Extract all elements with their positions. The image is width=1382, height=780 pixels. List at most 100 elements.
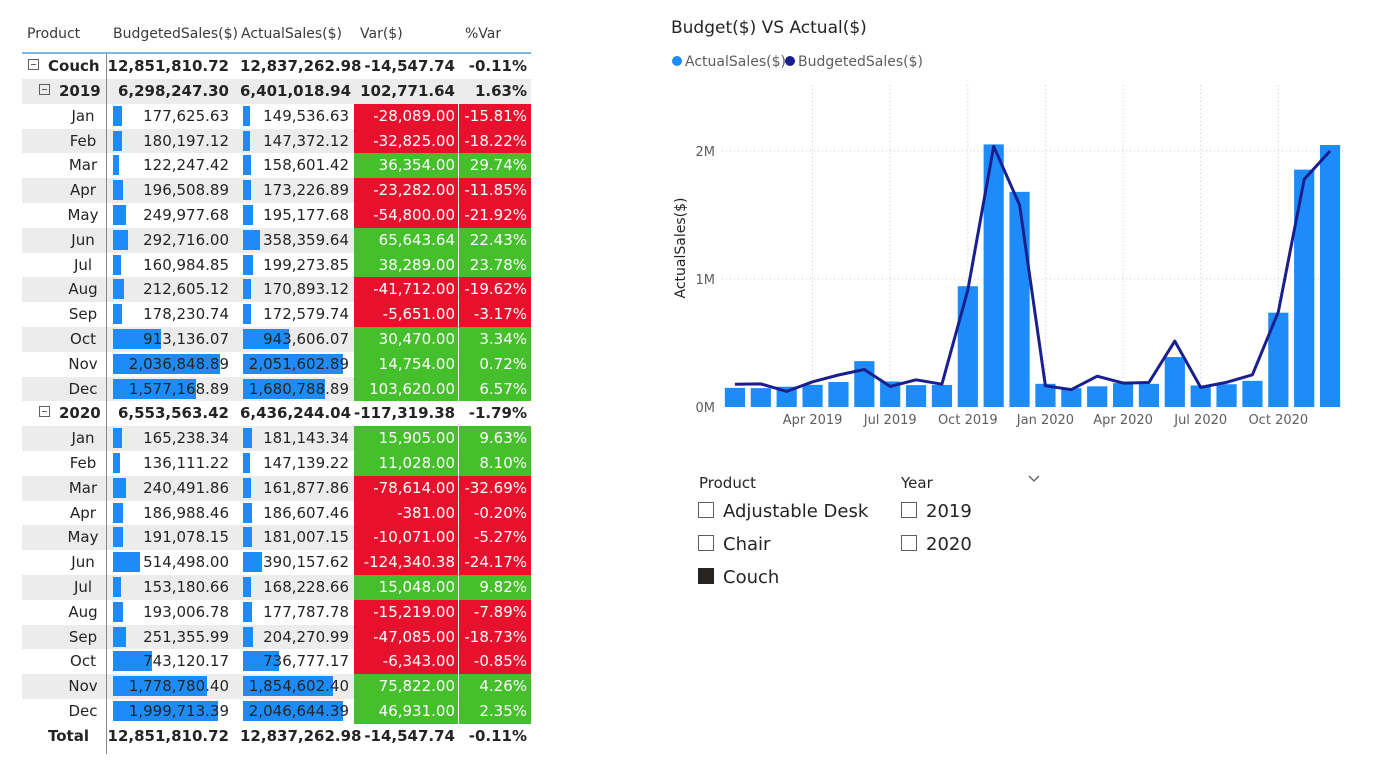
checkbox-2019[interactable] bbox=[901, 502, 917, 518]
actual-sales-bar[interactable] bbox=[1138, 383, 1160, 407]
actual-sales-bar[interactable] bbox=[776, 386, 797, 407]
actual-sales-bar[interactable] bbox=[1035, 383, 1056, 407]
budgeted-value: 743,120.17 bbox=[143, 652, 229, 671]
actual-sales-bar[interactable] bbox=[1268, 312, 1289, 407]
collapse-icon[interactable] bbox=[28, 59, 39, 70]
year-actual: 6,436,244.04 bbox=[240, 404, 352, 423]
var-cell: -54,800.00 bbox=[354, 203, 458, 228]
collapse-icon[interactable] bbox=[39, 406, 50, 418]
product-cell: Couch bbox=[28, 54, 118, 79]
var-cell: 103,620.00 bbox=[354, 376, 458, 402]
total-actual: 12,837,262.98 bbox=[240, 727, 362, 745]
checkbox-couch[interactable] bbox=[698, 568, 714, 584]
budgeted-data-bar bbox=[113, 428, 122, 449]
year-budgeted: 6,553,563.42 bbox=[117, 404, 229, 423]
actual-sales-bar[interactable] bbox=[1061, 388, 1082, 407]
actual-sales-bar[interactable] bbox=[1294, 169, 1315, 407]
month-row: Apr 196,508.89 173,226.89 -23,282.00 -11.85% bbox=[22, 178, 531, 203]
pct-var-cell: 2.35% bbox=[459, 699, 531, 724]
month-row: Apr 186,988.46 186,607.46 -381.00 -0.20% bbox=[22, 500, 531, 526]
var-cell: -10,071.00 bbox=[354, 525, 458, 551]
year-var: -117,319.38 bbox=[354, 404, 456, 423]
pct-var-cell: -32.69% bbox=[459, 475, 531, 501]
column-header-product[interactable]: Product bbox=[27, 26, 81, 42]
actual-sales-bar[interactable] bbox=[983, 144, 1004, 407]
year-label: 2020 bbox=[59, 404, 101, 423]
actual-cell: 390,157.62 bbox=[240, 550, 352, 575]
legend-item-actual[interactable]: ActualSales($) bbox=[672, 54, 786, 70]
budgeted-data-bar bbox=[113, 378, 197, 399]
checkbox-2020[interactable] bbox=[901, 535, 917, 551]
actual-sales-bar[interactable] bbox=[931, 384, 953, 407]
budgeted-value: 292,716.00 bbox=[143, 230, 229, 249]
actual-sales-bar[interactable] bbox=[880, 381, 901, 407]
actual-sales-bar[interactable] bbox=[802, 384, 823, 407]
actual-value: 181,143.34 bbox=[263, 429, 349, 448]
product-option-adjustable-desk[interactable]: Adjustable Desk bbox=[698, 500, 868, 524]
actual-cell: 161,877.86 bbox=[240, 476, 352, 501]
year-actual: 6,401,018.94 bbox=[240, 82, 352, 100]
actual-data-bar bbox=[243, 676, 334, 697]
actual-sales-bar[interactable] bbox=[1190, 385, 1211, 407]
budgeted-data-bar bbox=[113, 502, 123, 523]
column-header-budgeted[interactable]: BudgetedSales($) bbox=[113, 26, 238, 42]
actual-sales-bar[interactable] bbox=[1087, 386, 1108, 407]
legend-label-budgeted: BudgetedSales($) bbox=[798, 54, 923, 70]
actual-data-bar bbox=[243, 180, 252, 201]
actual-sales-bar[interactable] bbox=[1164, 357, 1185, 407]
actual-sales-bar[interactable] bbox=[750, 388, 771, 407]
pct-var-cell: -5.27% bbox=[459, 525, 531, 551]
actual-sales-bar[interactable] bbox=[828, 382, 849, 407]
actual-cell: 149,536.63 bbox=[240, 104, 352, 129]
month-row: Aug 193,006.78 177,787.78 -15,219.00 -7.89% bbox=[22, 599, 531, 625]
column-header-var[interactable]: Var($) bbox=[360, 26, 403, 42]
collapse-icon[interactable] bbox=[39, 84, 50, 95]
option-label-2020: 2020 bbox=[926, 534, 972, 555]
actual-value: 147,139.22 bbox=[263, 454, 349, 472]
actual-data-bar bbox=[243, 155, 251, 176]
product-option-couch[interactable]: Couch bbox=[698, 566, 779, 590]
actual-sales-bar[interactable] bbox=[905, 385, 927, 407]
product-slicer-title: Product bbox=[699, 474, 756, 492]
pct-var-cell: 0.72% bbox=[459, 351, 531, 377]
budgeted-value: 913,136.07 bbox=[143, 330, 229, 348]
actual-data-bar bbox=[243, 229, 261, 250]
legend-item-budgeted[interactable]: BudgetedSales($) bbox=[785, 54, 923, 70]
x-tick-label: Jul 2020 bbox=[1173, 413, 1227, 428]
month-label: Feb bbox=[69, 454, 97, 472]
actual-sales-bar[interactable] bbox=[1112, 383, 1134, 407]
year-option-2020[interactable]: 2020 bbox=[901, 533, 972, 557]
year-option-2019[interactable]: 2019 bbox=[901, 500, 972, 524]
budgeted-data-bar bbox=[113, 477, 126, 498]
budgeted-value: 240,491.86 bbox=[143, 478, 229, 497]
pct-var-cell: -0.85% bbox=[459, 649, 531, 675]
budgeted-cell: 913,136.07 bbox=[107, 327, 230, 352]
product-option-chair[interactable]: Chair bbox=[698, 533, 770, 557]
actual-value: 1,680,788.89 bbox=[248, 379, 349, 398]
budgeted-data-bar bbox=[113, 130, 123, 151]
budgeted-data-bar bbox=[113, 180, 124, 201]
actual-sales-bar[interactable] bbox=[1216, 384, 1237, 407]
column-header-actual[interactable]: ActualSales($) bbox=[241, 26, 342, 42]
chevron-down-icon[interactable] bbox=[1028, 475, 1040, 483]
actual-sales-bar[interactable] bbox=[724, 387, 746, 407]
x-tick-label: Oct 2019 bbox=[938, 413, 998, 428]
actual-data-bar bbox=[243, 130, 251, 151]
checkbox-adjustable-desk[interactable] bbox=[698, 502, 714, 518]
month-label: May bbox=[67, 528, 99, 547]
actual-sales-bar[interactable] bbox=[1319, 145, 1341, 407]
actual-cell: 2,051,602.89 bbox=[240, 352, 352, 377]
checkbox-chair[interactable] bbox=[698, 535, 714, 551]
column-header-pct-var[interactable]: %Var bbox=[465, 26, 502, 42]
actual-sales-bar[interactable] bbox=[1242, 380, 1263, 407]
budgeted-value: 180,197.12 bbox=[143, 131, 229, 150]
actual-data-bar bbox=[243, 279, 252, 300]
actual-sales-bar[interactable] bbox=[957, 286, 978, 407]
month-row: May 249,977.68 195,177.68 -54,800.00 -21.92% bbox=[22, 203, 531, 228]
var-cell: -32,825.00 bbox=[354, 128, 458, 154]
month-label: Mar bbox=[68, 156, 98, 175]
actual-cell: 186,607.46 bbox=[240, 501, 352, 526]
actual-sales-bar[interactable] bbox=[1009, 191, 1030, 407]
var-cell: 30,470.00 bbox=[354, 327, 458, 352]
